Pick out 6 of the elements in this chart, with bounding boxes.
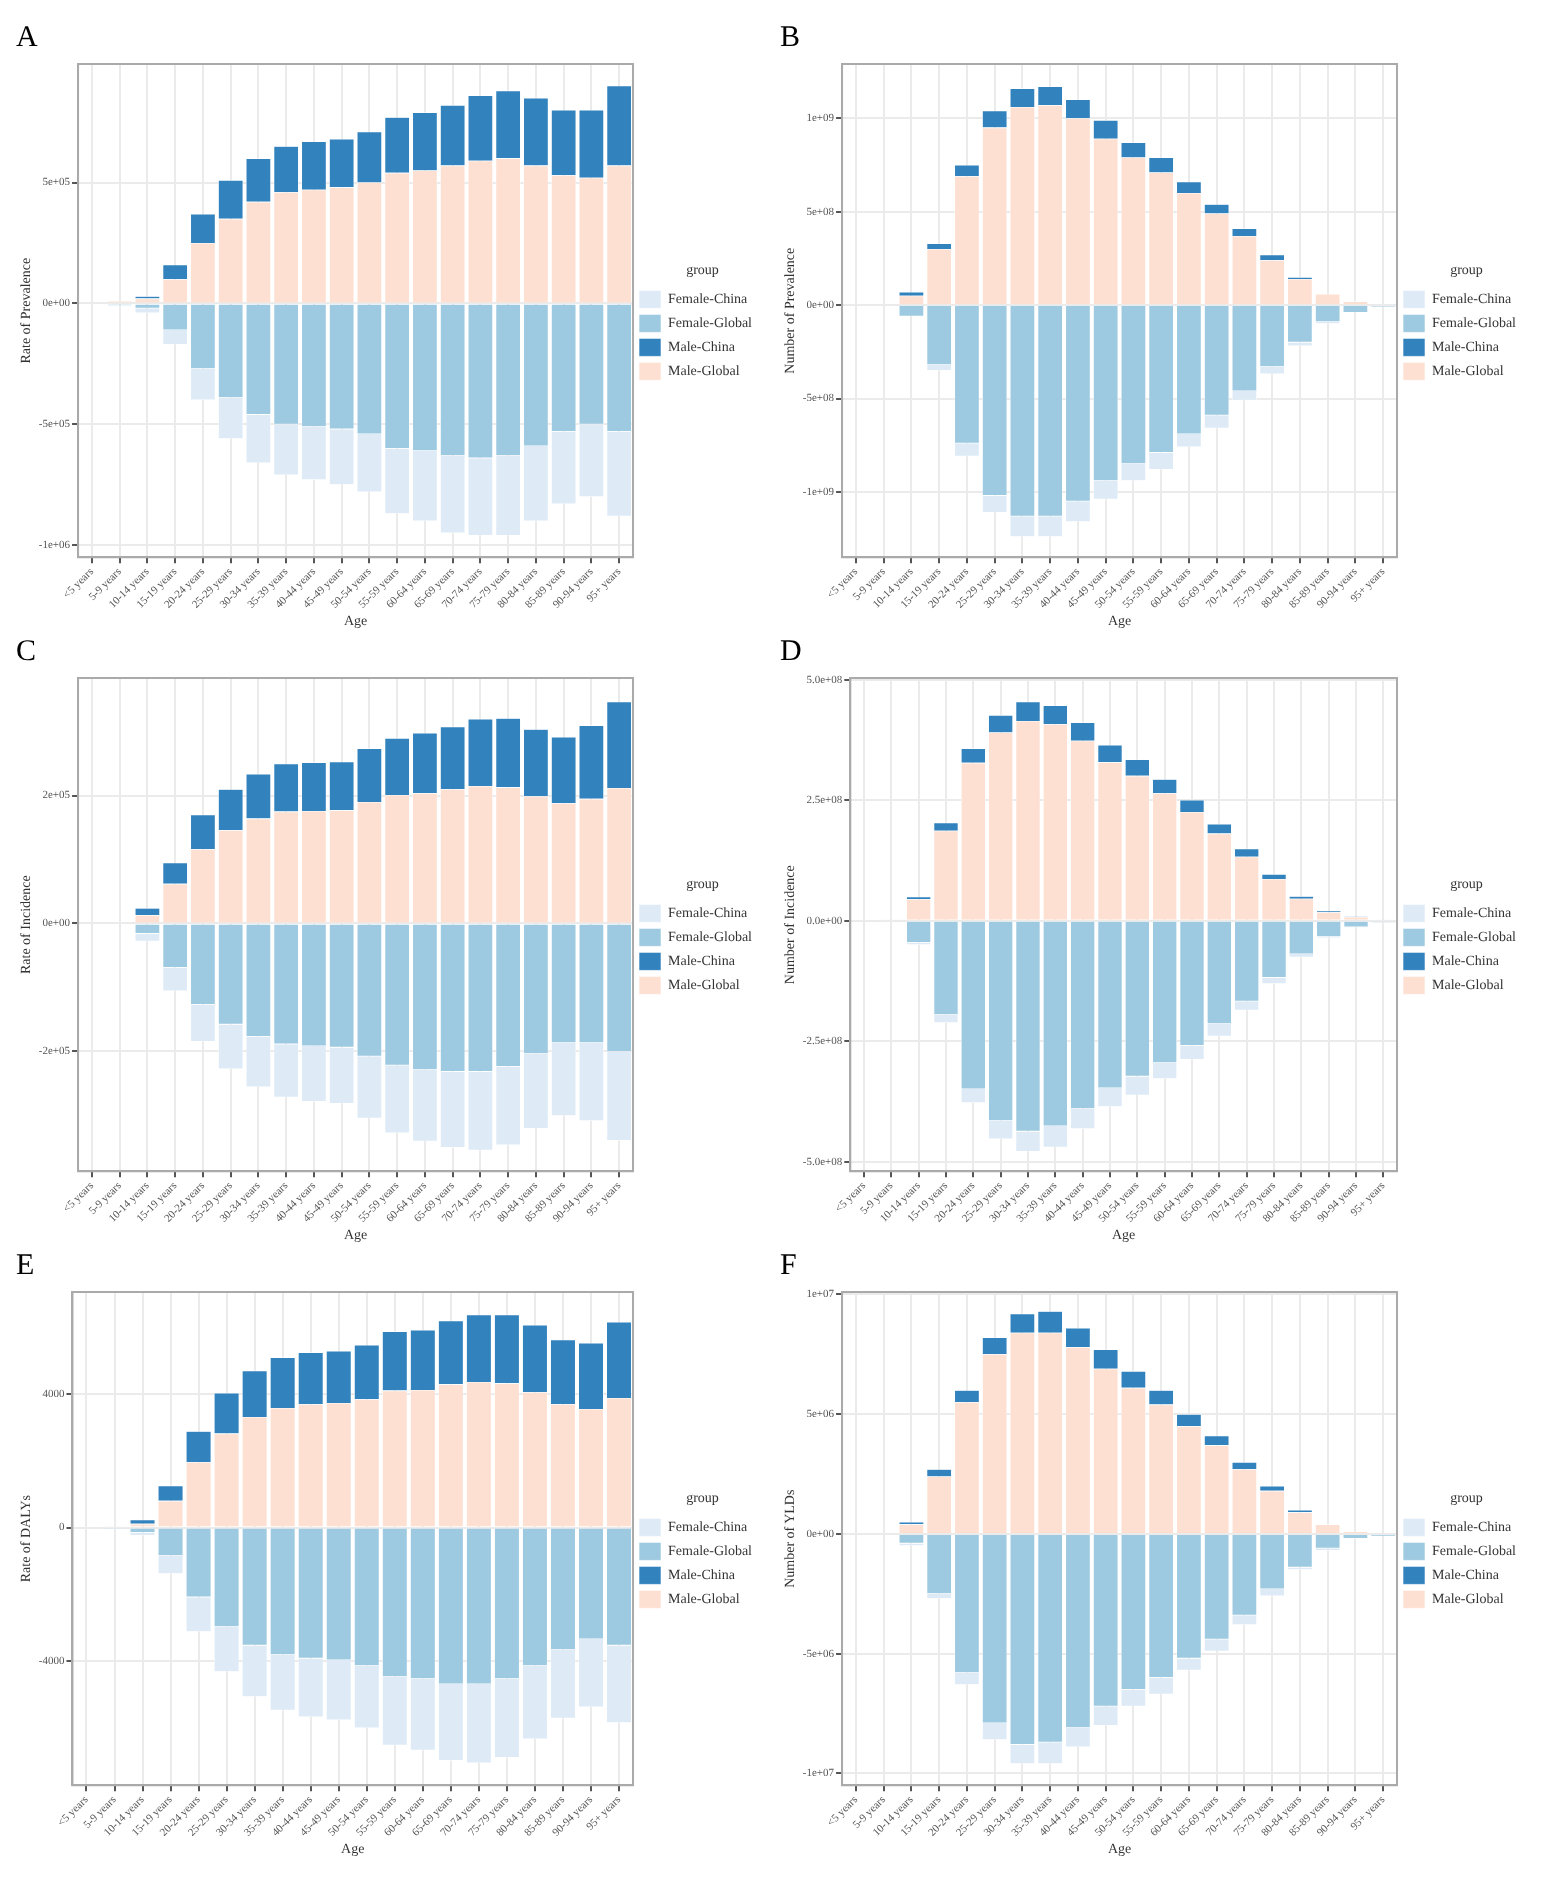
- chart-title: C: [16, 635, 37, 668]
- chart-title: E: [16, 1249, 35, 1282]
- chart-title: A: [16, 21, 38, 54]
- chart-title: B: [780, 21, 801, 54]
- chart-title: D: [780, 635, 802, 668]
- chart-title: F: [780, 1249, 797, 1282]
